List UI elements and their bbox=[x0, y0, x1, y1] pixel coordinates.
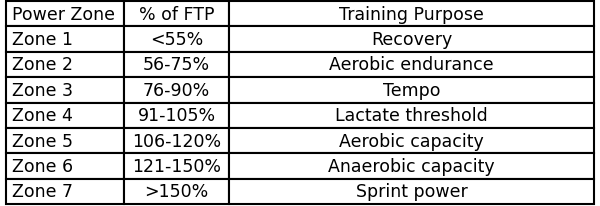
Text: Zone 4: Zone 4 bbox=[12, 107, 73, 125]
Bar bbox=[229, 153, 594, 179]
Bar bbox=[124, 128, 229, 153]
Bar bbox=[6, 53, 124, 78]
Bar bbox=[124, 27, 229, 53]
Text: 91-105%: 91-105% bbox=[137, 107, 215, 125]
Bar bbox=[124, 153, 229, 179]
Bar bbox=[229, 128, 594, 153]
Bar bbox=[229, 179, 594, 204]
Bar bbox=[6, 27, 124, 53]
Text: <55%: <55% bbox=[150, 31, 203, 49]
Bar bbox=[229, 103, 594, 128]
Bar bbox=[6, 153, 124, 179]
Bar bbox=[229, 2, 594, 27]
Text: 56-75%: 56-75% bbox=[143, 56, 210, 74]
Text: 106-120%: 106-120% bbox=[132, 132, 221, 150]
Bar bbox=[6, 128, 124, 153]
Text: >150%: >150% bbox=[145, 182, 209, 200]
Bar bbox=[124, 53, 229, 78]
Text: Zone 7: Zone 7 bbox=[12, 182, 73, 200]
Text: Zone 2: Zone 2 bbox=[12, 56, 73, 74]
Bar bbox=[6, 2, 124, 27]
Text: Aerobic capacity: Aerobic capacity bbox=[340, 132, 484, 150]
Text: Sprint power: Sprint power bbox=[356, 182, 467, 200]
Text: 76-90%: 76-90% bbox=[143, 81, 210, 99]
Text: Power Zone: Power Zone bbox=[12, 6, 115, 24]
Bar bbox=[124, 103, 229, 128]
Text: Lactate threshold: Lactate threshold bbox=[335, 107, 488, 125]
Bar bbox=[6, 179, 124, 204]
Text: Zone 3: Zone 3 bbox=[12, 81, 73, 99]
Bar bbox=[229, 78, 594, 103]
Text: Tempo: Tempo bbox=[383, 81, 440, 99]
Bar bbox=[124, 78, 229, 103]
Bar bbox=[6, 103, 124, 128]
Text: Anaerobic capacity: Anaerobic capacity bbox=[328, 157, 495, 175]
Bar bbox=[124, 179, 229, 204]
Text: Aerobic endurance: Aerobic endurance bbox=[329, 56, 494, 74]
Text: Zone 6: Zone 6 bbox=[12, 157, 73, 175]
Bar bbox=[6, 78, 124, 103]
Bar bbox=[124, 2, 229, 27]
Text: % of FTP: % of FTP bbox=[139, 6, 214, 24]
Text: Recovery: Recovery bbox=[371, 31, 452, 49]
Text: Training Purpose: Training Purpose bbox=[339, 6, 484, 24]
Bar bbox=[229, 27, 594, 53]
Text: 121-150%: 121-150% bbox=[132, 157, 221, 175]
Bar bbox=[229, 53, 594, 78]
Text: Zone 5: Zone 5 bbox=[12, 132, 73, 150]
Text: Zone 1: Zone 1 bbox=[12, 31, 73, 49]
